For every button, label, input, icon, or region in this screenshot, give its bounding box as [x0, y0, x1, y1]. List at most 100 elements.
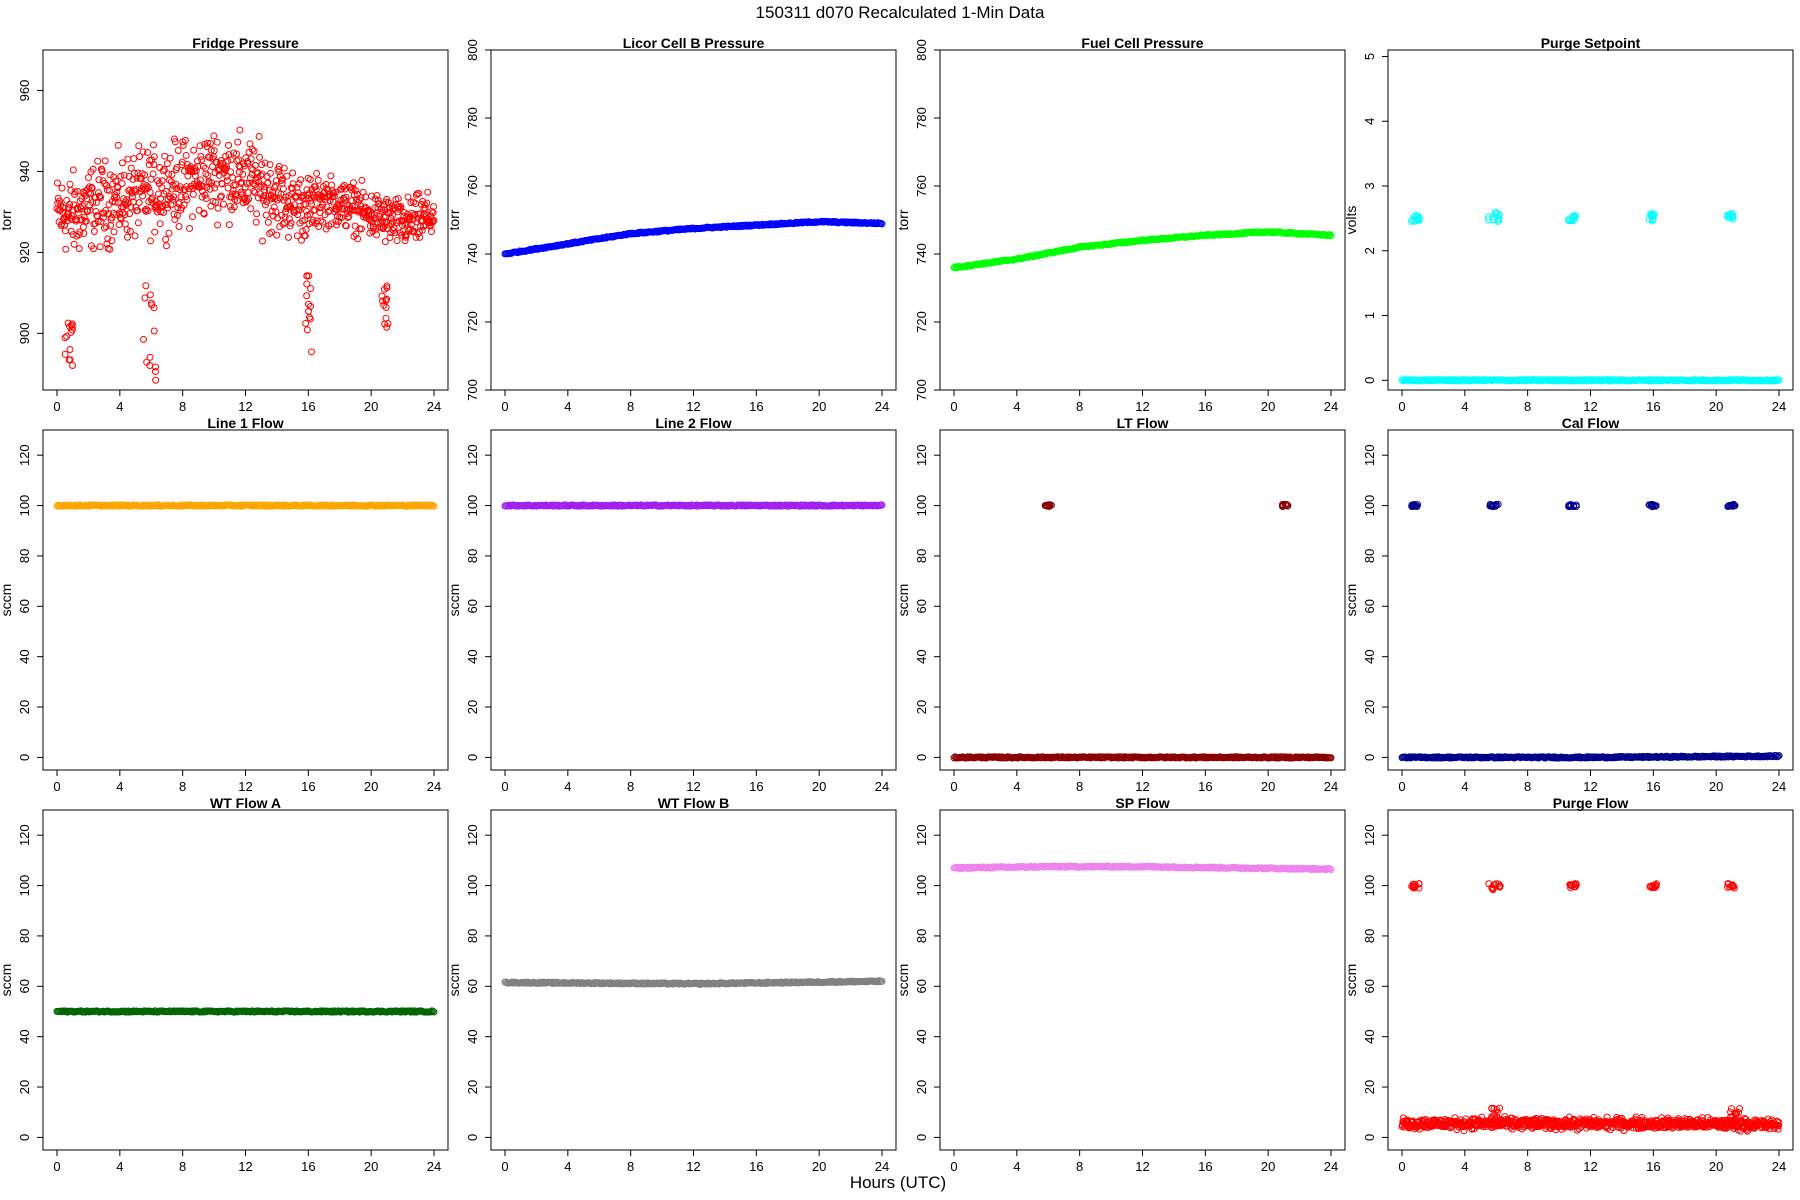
x-tick-label: 0: [501, 779, 508, 794]
data-point: [307, 302, 315, 310]
data-point: [303, 272, 311, 280]
data-point: [303, 326, 311, 334]
data-point: [139, 335, 147, 343]
data-point: [163, 160, 171, 168]
data-point: [198, 156, 206, 164]
data-point: [421, 201, 429, 209]
x-tick-label: 8: [1076, 779, 1083, 794]
data-point: [307, 348, 315, 356]
data-point: [387, 214, 395, 222]
y-tick-label: 0: [1362, 377, 1377, 384]
data-point: [874, 977, 882, 985]
data-point: [307, 197, 315, 205]
data-point: [121, 220, 129, 228]
x-tick-label: 12: [686, 399, 700, 414]
data-point: [337, 214, 345, 222]
x-tick-label: 16: [301, 779, 315, 794]
y-tick-label: 0: [914, 754, 929, 761]
data-point: [344, 214, 352, 222]
data-point: [241, 194, 249, 202]
y-axis-label: sccm: [895, 964, 911, 997]
data-point: [178, 161, 186, 169]
data-point: [233, 197, 241, 205]
data-point: [268, 228, 276, 236]
data-point: [393, 237, 401, 245]
data-point: [878, 977, 886, 985]
data-point: [194, 163, 202, 171]
data-point: [56, 197, 64, 205]
y-tick-label: 20: [17, 1080, 32, 1094]
data-point: [401, 237, 409, 245]
data-point: [165, 229, 173, 237]
data-point: [429, 1007, 437, 1015]
y-tick-label: 3: [1362, 182, 1377, 189]
data-point: [229, 186, 237, 194]
data-point: [192, 167, 200, 175]
panel-title: LT Flow: [1117, 415, 1169, 431]
x-tick-label: 12: [1583, 399, 1597, 414]
data-point: [308, 200, 316, 208]
data-point: [98, 168, 106, 176]
data-point: [388, 211, 396, 219]
data-point: [177, 193, 185, 201]
x-tick-label: 12: [1135, 1159, 1149, 1174]
data-point: [142, 205, 150, 213]
data-point: [243, 179, 251, 187]
y-axis-label: sccm: [0, 584, 14, 617]
data-point: [878, 220, 886, 228]
data-point: [294, 211, 302, 219]
x-tick-label: 24: [427, 779, 441, 794]
data-point: [202, 195, 210, 203]
data-point: [261, 159, 269, 167]
x-tick-label: 0: [950, 399, 957, 414]
data-point: [214, 221, 222, 229]
data-point: [133, 174, 141, 182]
data-point: [1271, 754, 1279, 762]
data-point: [328, 181, 336, 189]
data-point: [266, 229, 274, 237]
x-tick-label: 12: [238, 779, 252, 794]
data-point: [352, 230, 360, 238]
data-point: [1139, 237, 1147, 245]
data-point: [347, 186, 355, 194]
data-point: [232, 181, 240, 189]
data-point: [1327, 232, 1335, 240]
x-tick-label: 4: [116, 779, 123, 794]
data-point: [224, 157, 232, 165]
data-point: [84, 174, 92, 182]
data-point: [247, 155, 255, 163]
data-point: [306, 210, 314, 218]
data-point: [313, 169, 321, 177]
data-point: [184, 172, 192, 180]
x-tick-label: 0: [53, 779, 60, 794]
data-point: [288, 184, 296, 192]
data-point: [312, 186, 320, 194]
x-tick-label: 24: [875, 1159, 889, 1174]
x-tick-label: 4: [564, 1159, 571, 1174]
data-point: [61, 350, 69, 358]
data-point: [63, 332, 71, 340]
data-point: [166, 154, 174, 162]
x-tick-label: 20: [1709, 779, 1723, 794]
data-point: [268, 207, 276, 215]
data-point: [157, 195, 165, 203]
y-tick-label: 720: [465, 311, 480, 333]
data-point: [259, 501, 267, 509]
data-point: [227, 168, 235, 176]
data-point: [117, 172, 125, 180]
data-point: [321, 195, 329, 203]
data-point: [253, 170, 261, 178]
data-point: [354, 235, 362, 243]
y-tick-label: 740: [914, 243, 929, 265]
x-tick-label: 8: [179, 399, 186, 414]
data-point: [130, 186, 138, 194]
data-point: [83, 195, 91, 203]
data-point: [127, 164, 135, 172]
data-point: [252, 218, 260, 226]
data-point: [286, 203, 294, 211]
data-point: [218, 180, 226, 188]
